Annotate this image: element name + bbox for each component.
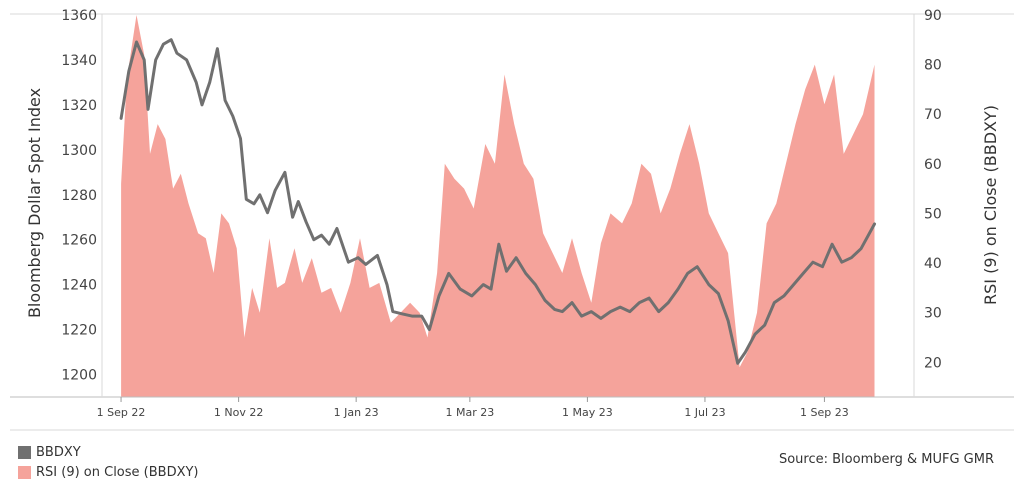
- bbdxy-line: [119, 38, 876, 365]
- legend-label-bbdxy: BBDXY: [36, 444, 81, 460]
- right-tick-label: 40: [924, 256, 942, 272]
- x-tick-label: 1 Sep 22: [97, 406, 146, 419]
- x-axis-ticks: 1 Sep 22 1 Nov 22 1 Jan 23 1 Mar 23 1 May 23…: [97, 397, 849, 419]
- legend-label-rsi: RSI (9) on Close (BBDXY): [36, 464, 199, 480]
- x-tick-label: 1 Jan 23: [334, 406, 379, 419]
- left-tick-label: 1200: [61, 368, 97, 384]
- axes: [10, 13, 1014, 431]
- right-axis-ticks: 20 30 40 50 60 70 80 90: [924, 8, 942, 371]
- right-tick-label: 60: [924, 157, 942, 173]
- left-tick-label: 1260: [61, 233, 97, 249]
- left-axis-ticks: 1200 1220 1240 1260 1280 1300 1320 1340 1360: [61, 8, 97, 384]
- legend-swatch-rsi: [18, 465, 31, 479]
- chart: 1200 1220 1240 1260 1280 1300 1320 1340 1360 20 3…: [10, 8, 1014, 431]
- left-tick-label: 1360: [61, 8, 97, 24]
- right-tick-label: 70: [924, 107, 942, 123]
- legend: BBDXY RSI (9) on Close (BBDXY): [18, 442, 199, 482]
- left-tick-label: 1220: [61, 323, 97, 339]
- x-tick-label: 1 Mar 23: [445, 406, 494, 419]
- rsi-area: [121, 15, 875, 397]
- x-tick-label: 1 Jul 23: [684, 406, 725, 419]
- left-tick-label: 1340: [61, 53, 97, 69]
- bbdxy-line-layer: [119, 38, 876, 365]
- left-tick-label: 1300: [61, 143, 97, 159]
- right-axis-title: RSI (9) on Close (BBDXY): [981, 105, 1000, 305]
- right-tick-label: 20: [924, 355, 942, 371]
- left-tick-label: 1240: [61, 278, 97, 294]
- rsi-area-layer: [121, 15, 875, 397]
- right-tick-label: 50: [924, 206, 942, 222]
- x-tick-label: 1 Nov 22: [214, 406, 263, 419]
- right-tick-label: 80: [924, 58, 942, 74]
- left-tick-label: 1320: [61, 98, 97, 114]
- legend-item-bbdxy: BBDXY: [18, 442, 199, 462]
- right-tick-label: 90: [924, 8, 942, 24]
- source-note: Source: Bloomberg & MUFG GMR: [778, 452, 994, 467]
- left-tick-label: 1280: [61, 188, 97, 204]
- right-tick-label: 30: [924, 306, 942, 322]
- x-tick-label: 1 Sep 23: [800, 406, 849, 419]
- x-tick-label: 1 May 23: [562, 406, 613, 419]
- legend-swatch-bbdxy: [18, 445, 31, 459]
- legend-item-rsi: RSI (9) on Close (BBDXY): [18, 462, 199, 482]
- left-axis-title: Bloomberg Dollar Spot Index: [25, 88, 44, 318]
